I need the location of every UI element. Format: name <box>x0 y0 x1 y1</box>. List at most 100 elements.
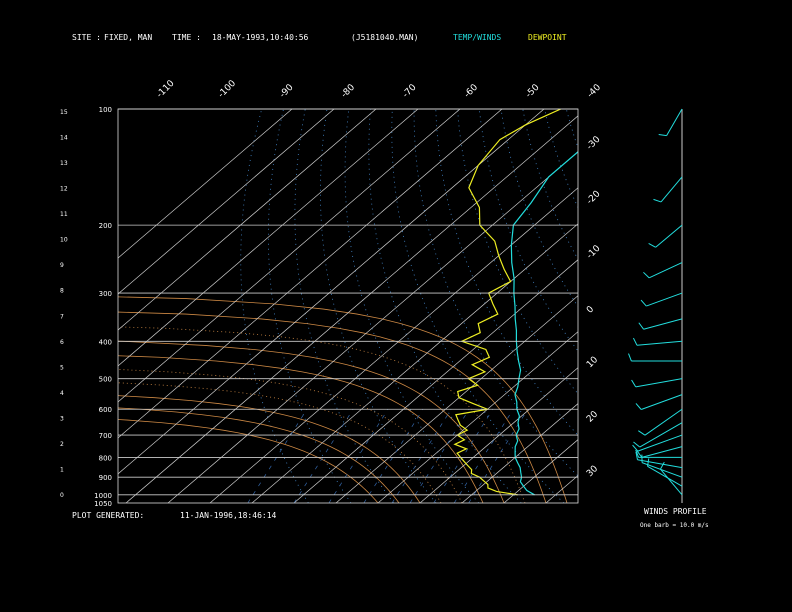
temp-top-label: -80 <box>340 82 358 100</box>
temp-top-label: -50 <box>524 82 542 100</box>
moist-adiabat <box>0 282 792 503</box>
wind-barb <box>641 394 683 410</box>
wind-barb <box>646 292 683 307</box>
dry-adiabat <box>740 109 792 503</box>
isotherm-line <box>377 331 578 503</box>
plot-area <box>0 109 792 503</box>
isotherm-line <box>588 109 792 503</box>
wind-barb <box>660 176 683 203</box>
pressure-tick-label: 1050 <box>94 500 112 508</box>
wind-barb-flag <box>643 271 650 279</box>
moist-adiabat <box>118 419 379 503</box>
height-tick-label: 7 <box>60 313 64 320</box>
temp-top-label: -60 <box>463 82 481 100</box>
moist-adiabat <box>118 369 463 503</box>
footer: PLOT GENERATED: 11-JAN-1996,18:46:14 WIN… <box>0 505 792 535</box>
wind-barb-flag <box>632 444 639 452</box>
isotherm-line <box>251 223 578 503</box>
dry-adiabat <box>435 109 578 436</box>
dry-adiabat <box>610 109 792 503</box>
moist-adiabat <box>118 382 442 503</box>
temp-right-label: -30 <box>585 134 603 152</box>
wind-barb-flag <box>640 299 647 307</box>
wind-barb-flag <box>658 133 667 137</box>
dry-adiabat <box>588 109 792 503</box>
isotherm-line <box>630 109 792 503</box>
site-label: SITE : <box>72 33 101 42</box>
mixing-ratio-line <box>391 409 452 503</box>
pressure-tick-label: 300 <box>99 290 112 298</box>
wind-barb-flag <box>638 322 644 330</box>
dry-adiabat <box>368 109 522 503</box>
height-tick-label: 4 <box>60 390 64 397</box>
wind-barb <box>655 224 683 248</box>
wind-barb <box>641 446 683 458</box>
pressure-tick-label: 400 <box>99 338 112 346</box>
temp-right-label: 30 <box>585 464 600 479</box>
pressure-tick-label: 200 <box>99 222 112 230</box>
wind-barb-flag <box>633 441 641 448</box>
wind-barb <box>641 462 683 478</box>
height-tick-label: 13 <box>60 160 68 167</box>
mixing-ratio-line <box>409 409 470 503</box>
wind-barb <box>666 108 683 136</box>
moist-adiabat <box>118 311 547 503</box>
wind-barb-flag <box>660 461 665 470</box>
mixing-ratio-line <box>247 409 308 503</box>
height-tick-label: 9 <box>60 262 64 269</box>
temp-right-label: 10 <box>585 355 600 370</box>
wind-barb-flag <box>638 430 646 436</box>
isotherm-line <box>335 295 578 503</box>
wind-barb <box>647 465 683 487</box>
temp-right-label: -20 <box>585 189 603 207</box>
wind-barb-flag <box>635 451 638 460</box>
wind-barb <box>644 408 683 436</box>
height-tick-label: 8 <box>60 288 64 295</box>
wind-barb-flag <box>636 450 643 458</box>
mixing-ratio-line <box>433 409 494 503</box>
wind-barb <box>636 340 683 346</box>
pressure-tick-label: 800 <box>99 454 112 462</box>
mixing-ratio-line <box>363 409 424 503</box>
wind-barb <box>660 468 683 496</box>
temp-top-label: -70 <box>401 82 419 100</box>
legend-dewpoint: DEWPOINT <box>528 33 567 42</box>
time-value: 18-MAY-1993,10:40:56 <box>212 33 309 42</box>
isotherm-line <box>118 109 461 403</box>
wind-barb-flag <box>628 353 632 362</box>
wind-barb-flag <box>631 379 637 388</box>
pressure-tick-label: 700 <box>99 432 112 440</box>
dry-adiabat <box>391 109 565 503</box>
winds-profile-title: WINDS PROFILE <box>644 507 707 516</box>
height-tick-label: 3 <box>60 415 64 422</box>
dry-adiabat <box>267 109 352 503</box>
dry-adiabat <box>719 109 792 503</box>
wind-barb-flag <box>653 198 662 203</box>
isotherm-line <box>209 187 578 503</box>
site-value: FIXED, MAN <box>104 33 153 42</box>
height-tick-label: 10 <box>60 237 68 244</box>
mixing-ratio-line <box>453 409 514 503</box>
pressure-tick-label: 900 <box>99 474 112 482</box>
wind-barb-flag <box>635 449 640 458</box>
temp-top-label: -40 <box>586 82 604 100</box>
temperature-trace <box>510 151 578 496</box>
dry-adiabat <box>344 109 479 503</box>
wind-barb-flag <box>648 242 656 248</box>
isotherm-line <box>118 109 503 439</box>
plot-frame <box>117 108 579 504</box>
wind-barb <box>637 459 683 469</box>
wind-barb <box>637 434 683 452</box>
dry-adiabat <box>320 109 437 503</box>
isotherm-line <box>545 475 578 503</box>
dry-adiabat <box>653 109 792 503</box>
dry-adiabat <box>500 109 578 308</box>
height-tick-label: 6 <box>60 339 64 346</box>
dry-adiabat <box>697 109 792 503</box>
temp-top-label: -110 <box>155 78 177 100</box>
plot-generated-value: 11-JAN-1996,18:46:14 <box>180 511 277 520</box>
wind-barb-flag <box>635 403 642 410</box>
pressure-tick-label: 500 <box>99 376 112 384</box>
dry-adiabat <box>675 109 792 503</box>
